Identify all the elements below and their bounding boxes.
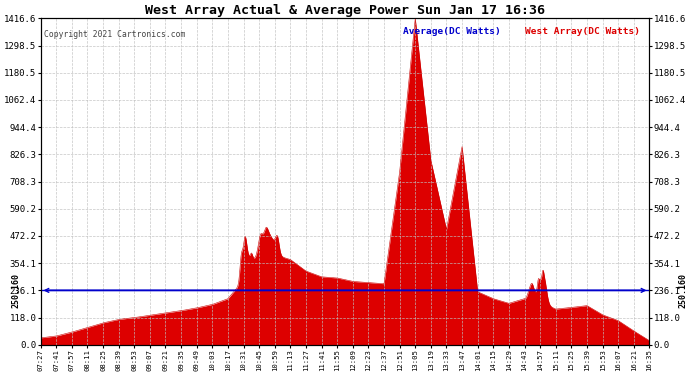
Text: Average(DC Watts): Average(DC Watts) <box>403 27 500 36</box>
Text: 250.160: 250.160 <box>12 273 21 308</box>
Text: Copyright 2021 Cartronics.com: Copyright 2021 Cartronics.com <box>43 30 185 39</box>
Text: West Array(DC Watts): West Array(DC Watts) <box>524 27 640 36</box>
Text: 250.160: 250.160 <box>678 273 687 308</box>
Title: West Array Actual & Average Power Sun Jan 17 16:36: West Array Actual & Average Power Sun Ja… <box>145 4 545 17</box>
